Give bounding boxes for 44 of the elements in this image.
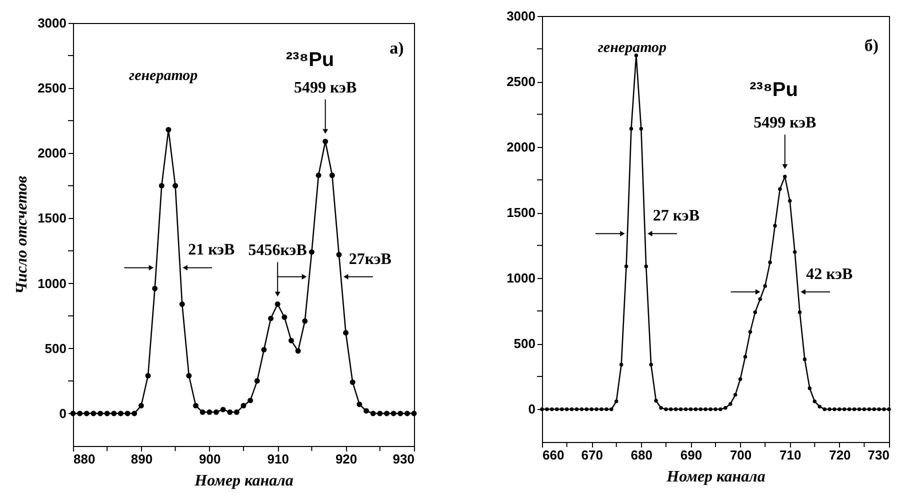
y-tick-label: 500 xyxy=(514,336,536,352)
annotation: 42 кэВ xyxy=(806,266,854,283)
x-tick-label: 710 xyxy=(780,448,802,462)
annotation: генератор xyxy=(598,40,668,56)
annotation: генератор xyxy=(129,68,198,84)
annotation: 27кэВ xyxy=(348,250,392,268)
annotation: 27 кэВ xyxy=(652,208,700,225)
y-tick-label: 0 xyxy=(59,406,66,421)
x-tick-label: 920 xyxy=(335,452,358,466)
y-tick-label: 0 xyxy=(528,402,536,417)
x-tick-label: 890 xyxy=(130,452,153,466)
annotation: ²³⁸Pu xyxy=(750,79,798,102)
x-tick-label: 930 xyxy=(392,452,414,466)
x-tick-label: 910 xyxy=(267,452,289,466)
y-tick-label: 2000 xyxy=(38,146,66,161)
x-tick-label: 670 xyxy=(581,448,603,462)
x-tick-label: 690 xyxy=(680,448,702,462)
x-tick-label: 730 xyxy=(868,448,890,462)
y-tick-label: 1500 xyxy=(38,210,66,226)
annotation: 21 кэВ xyxy=(188,242,235,259)
y-tick-label: 2000 xyxy=(506,140,536,155)
y-tick-label: 3000 xyxy=(38,16,66,30)
annotation: а) xyxy=(390,38,404,58)
annotation: 5499 кэВ xyxy=(754,114,817,132)
x-tick-label: 720 xyxy=(829,448,851,462)
x-tick-label: 700 xyxy=(730,448,752,462)
x-tick-label: 660 xyxy=(542,448,564,462)
y-tick-label: 500 xyxy=(44,340,66,356)
annotation: б) xyxy=(864,36,879,55)
annotation: 5499 кэВ xyxy=(294,79,357,96)
x-axis-title: Номер канала xyxy=(666,468,766,486)
x-tick-label: 880 xyxy=(74,452,96,466)
annotation: 5456кэВ xyxy=(248,242,308,260)
x-tick-label: 900 xyxy=(199,452,221,466)
x-tick-label: 680 xyxy=(630,448,652,462)
annotation: ²³⁸Pu xyxy=(286,48,334,71)
x-axis-title: Номер канала xyxy=(194,472,294,490)
y-tick-label: 1000 xyxy=(38,276,66,291)
y-axis-title: Число отсчетов xyxy=(14,176,31,294)
y-tick-label: 1500 xyxy=(506,205,536,220)
y-tick-label: 3000 xyxy=(506,8,536,24)
y-tick-label: 1000 xyxy=(506,270,536,286)
y-tick-label: 2500 xyxy=(38,80,66,96)
y-tick-label: 2500 xyxy=(506,74,536,90)
